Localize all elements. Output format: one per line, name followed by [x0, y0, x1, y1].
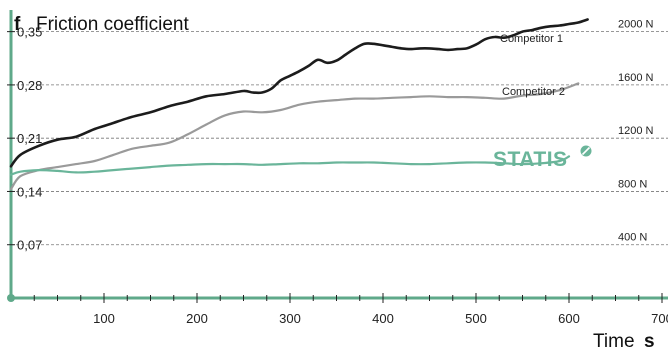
x-axis-unit: s — [644, 331, 655, 352]
y-tick-label-1: 0,28 — [17, 78, 42, 93]
title-letter: f — [14, 14, 21, 35]
statis-label: STATIS — [493, 148, 568, 171]
force-level-label-3: 800 N — [618, 178, 647, 190]
statis-brand: STATIS — [493, 145, 592, 171]
y-tick-label-2: 0,21 — [17, 131, 42, 146]
x-tick-label-5: 600 — [558, 311, 580, 326]
origin-dot — [7, 294, 15, 302]
force-level-label-4: 400 N — [618, 232, 647, 244]
axes — [7, 10, 668, 302]
force-level-label-2: 1200 N — [618, 125, 654, 137]
series-line-statis — [9, 155, 571, 176]
x-axis-label: Time — [593, 331, 635, 352]
grid-lines — [11, 31, 668, 246]
y-tick-label-3: 0,14 — [17, 184, 42, 199]
chart-title: Friction coefficient — [36, 14, 189, 35]
statis-logo-icon — [580, 145, 592, 157]
y-tick-label-4: 0,07 — [17, 238, 42, 253]
force-level-labels: 2000 N 1600 N 1200 N 800 N 400 N — [618, 19, 654, 244]
x-tick-label-0: 100 — [93, 311, 115, 326]
x-tick-label-4: 500 — [465, 311, 487, 326]
series-line-competitor-1 — [9, 18, 589, 168]
competitor-1-label: Competitor 1 — [500, 33, 563, 45]
force-level-label-0: 2000 N — [618, 19, 654, 31]
competitor-2-label: Competitor 2 — [502, 86, 565, 98]
series-line-competitor-2 — [9, 82, 580, 191]
x-tick-label-3: 400 — [372, 311, 394, 326]
x-tick-label-2: 300 — [279, 311, 301, 326]
force-level-label-1: 1600 N — [618, 72, 654, 84]
y-tick-labels: 0,35 0,28 0,21 0,14 0,07 — [7, 25, 42, 253]
series-lines — [9, 18, 589, 191]
x-tick-label-6: 700 — [651, 311, 668, 326]
y-tick-label-0: 0,35 — [17, 25, 42, 40]
x-tick-labels: 100 200 300 400 500 600 700 — [33, 293, 668, 326]
x-tick-label-1: 200 — [186, 311, 208, 326]
